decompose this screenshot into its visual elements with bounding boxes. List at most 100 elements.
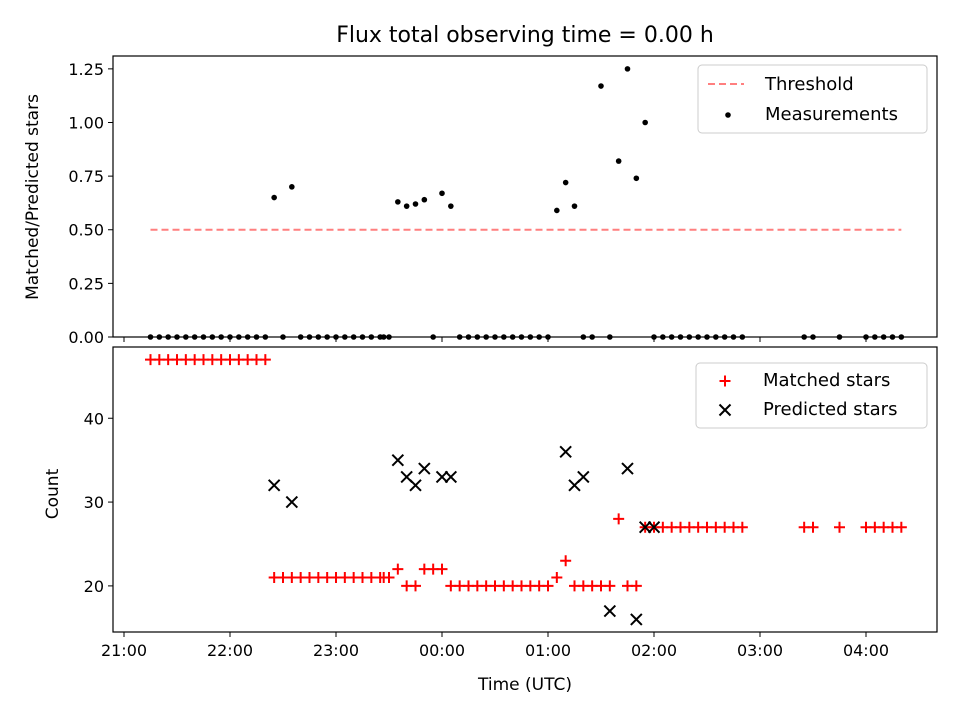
measurement-point xyxy=(465,334,472,340)
matched-star-marker xyxy=(807,521,819,533)
measurement-point xyxy=(509,334,516,340)
measurement-point xyxy=(562,179,569,186)
measurement-point xyxy=(713,334,719,340)
x-axis-label: Time (UTC) xyxy=(477,675,572,695)
measurement-point xyxy=(589,334,595,340)
predicted-star-marker xyxy=(603,604,617,618)
predicted-star-marker xyxy=(621,462,634,475)
measurement-point xyxy=(527,334,534,340)
matched-star-marker xyxy=(410,580,421,592)
legend-measurements-label: Measurements xyxy=(765,104,898,125)
bottom-xtick-label: 02:00 xyxy=(631,641,677,660)
matched-star-marker xyxy=(560,555,572,567)
bottom-xtick-label: 21:00 xyxy=(101,641,147,660)
measurement-point xyxy=(421,196,428,203)
measurement-point xyxy=(403,203,410,209)
bottom-xtick-label: 03:00 xyxy=(737,641,783,660)
measurement-point xyxy=(306,334,313,340)
bottom-xtick-label: 00:00 xyxy=(419,641,465,660)
top-panel-ylabel: Matched/Predicted stars xyxy=(23,94,43,300)
measurement-point xyxy=(333,334,339,340)
predicted-star-marker xyxy=(444,470,458,484)
measurement-point xyxy=(236,334,242,340)
measurement-point xyxy=(244,334,251,340)
measurement-point xyxy=(227,334,233,340)
bottom-legend-box xyxy=(695,362,928,429)
measurement-point xyxy=(492,334,498,340)
matched-star-marker xyxy=(895,521,907,533)
measurement-point xyxy=(315,334,322,340)
predicted-star-marker xyxy=(267,479,281,492)
measurement-point xyxy=(651,334,657,340)
measurement-point xyxy=(695,334,701,340)
measurement-point xyxy=(448,203,454,209)
bottom-xtick-label: 22:00 xyxy=(207,641,253,660)
measurement-point xyxy=(668,334,675,340)
measurement-point xyxy=(801,334,807,340)
measurement-point xyxy=(501,334,507,340)
measurement-point xyxy=(518,334,525,340)
bottom-ytick-label: 30 xyxy=(84,493,104,512)
bottom-xtick-label: 04:00 xyxy=(843,641,889,660)
measurement-point xyxy=(536,334,542,340)
measurement-point xyxy=(289,184,295,190)
measurement-point xyxy=(350,334,357,340)
matched-star-marker xyxy=(392,563,404,575)
measurement-point xyxy=(456,334,463,340)
measurement-point xyxy=(156,334,163,340)
measurement-point xyxy=(810,334,816,340)
measurement-point xyxy=(324,334,330,340)
measurement-point xyxy=(898,334,905,340)
measurement-point xyxy=(280,334,286,340)
predicted-star-marker xyxy=(391,453,405,467)
bottom-xtick-label: 01:00 xyxy=(525,641,571,660)
measurement-point xyxy=(633,175,640,182)
measurement-point xyxy=(386,334,392,340)
top-ytick-label: 0.00 xyxy=(68,328,104,347)
measurement-point xyxy=(439,190,445,197)
bottom-ytick-label: 40 xyxy=(84,409,104,428)
top-ytick-label: 0.25 xyxy=(68,274,104,293)
measurement-point xyxy=(483,334,489,340)
predicted-star-marker xyxy=(418,462,431,475)
measurement-point xyxy=(200,334,207,340)
predicted-star-marker xyxy=(559,445,572,458)
bottom-xtick-label: 23:00 xyxy=(313,641,359,660)
measurement-point xyxy=(607,334,613,340)
measurement-point xyxy=(677,334,684,340)
matched-star-marker xyxy=(604,580,616,592)
predicted-star-marker xyxy=(647,521,661,534)
measurement-point xyxy=(297,334,304,340)
measurement-point xyxy=(704,334,710,340)
measurement-point xyxy=(739,334,746,340)
measurement-point xyxy=(571,203,578,209)
measurement-point xyxy=(183,334,189,340)
matched-star-marker xyxy=(436,563,448,575)
legend-measurements-swatch xyxy=(725,112,731,118)
measurement-point xyxy=(474,334,481,340)
measurement-point xyxy=(545,334,551,340)
measurement-point xyxy=(880,334,887,340)
matched-star-marker xyxy=(542,580,554,592)
bottom-panel-ylabel: Count xyxy=(43,468,63,519)
measurement-point xyxy=(642,119,648,126)
measurement-point xyxy=(721,334,728,340)
measurement-point xyxy=(580,334,587,340)
measurement-point xyxy=(660,334,666,340)
measurement-point xyxy=(730,334,737,340)
measurement-point xyxy=(889,334,896,340)
matched-star-marker xyxy=(834,521,845,533)
top-ytick-label: 0.50 xyxy=(68,221,104,240)
measurement-point xyxy=(165,334,171,340)
matched-star-marker xyxy=(613,513,625,525)
predicted-star-marker xyxy=(409,479,422,492)
axes-frame xyxy=(112,346,938,633)
measurement-point xyxy=(174,334,180,340)
matched-star-marker xyxy=(383,572,395,584)
bottom-panel: 20 30 40 21:00 22:00 23:00 00:00 01:00 02:00 03:0… xyxy=(84,346,938,660)
measurement-point xyxy=(271,194,277,201)
measurement-point xyxy=(342,334,348,340)
top-ytick-label: 1.00 xyxy=(68,113,104,132)
measurement-point xyxy=(359,334,366,340)
measurement-point xyxy=(395,199,401,205)
